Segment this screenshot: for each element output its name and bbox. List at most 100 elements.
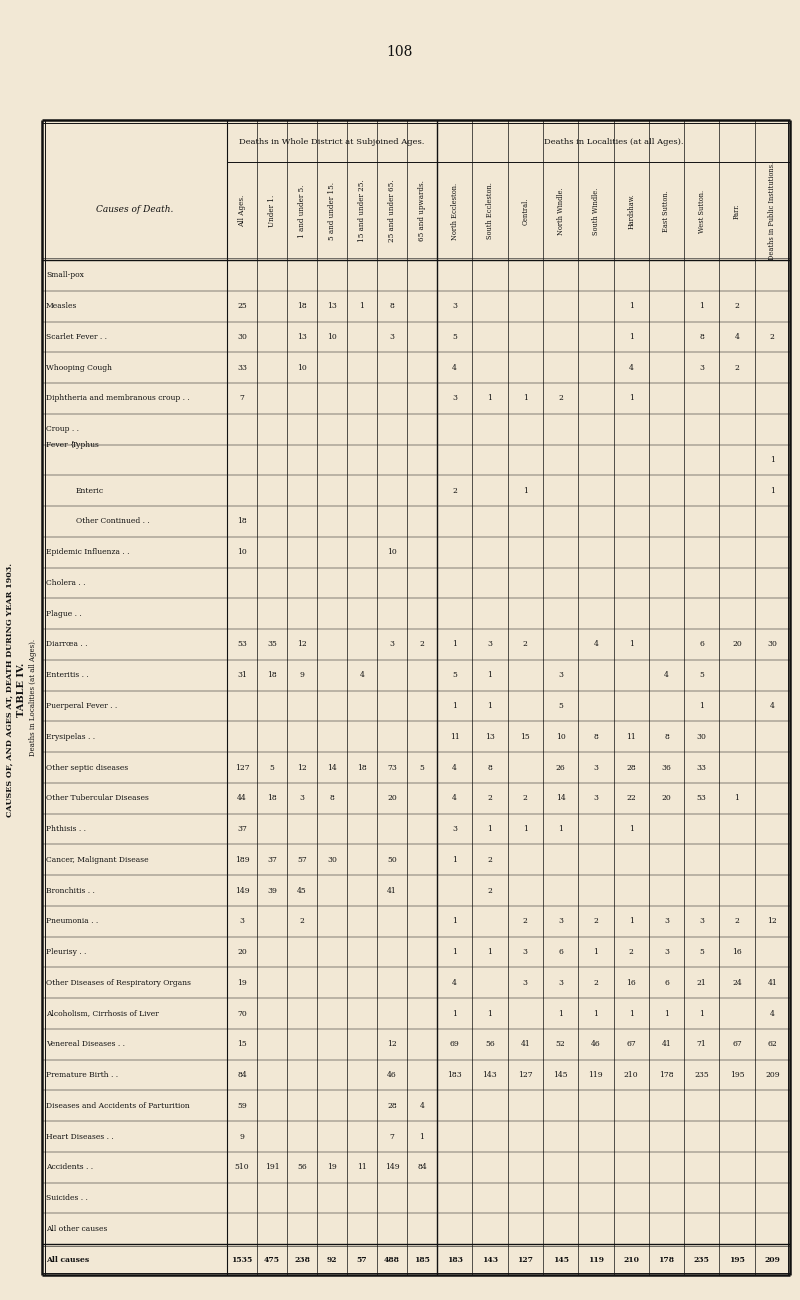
Text: 1: 1 <box>629 918 634 926</box>
Text: 4: 4 <box>594 641 598 649</box>
Text: 1: 1 <box>629 826 634 833</box>
Text: Plague . .: Plague . . <box>46 610 82 617</box>
Text: 1: 1 <box>770 456 774 464</box>
Text: Cancer, Malignant Disease: Cancer, Malignant Disease <box>46 855 149 863</box>
Text: Central.: Central. <box>522 198 530 225</box>
Text: 1: 1 <box>359 302 365 311</box>
Text: 59: 59 <box>237 1102 247 1110</box>
Text: 1: 1 <box>699 1010 704 1018</box>
Text: 21: 21 <box>697 979 706 987</box>
Text: 12: 12 <box>297 641 307 649</box>
Text: 4: 4 <box>734 333 739 341</box>
Text: 2: 2 <box>452 486 457 495</box>
Text: 145: 145 <box>554 1071 568 1079</box>
Text: Other Diseases of Respiratory Organs: Other Diseases of Respiratory Organs <box>46 979 191 987</box>
Text: 10: 10 <box>387 549 397 556</box>
Text: 195: 195 <box>730 1071 744 1079</box>
Text: 4: 4 <box>452 763 457 771</box>
Text: 149: 149 <box>385 1164 399 1171</box>
Text: 189: 189 <box>234 855 250 863</box>
Text: Whooping Cough: Whooping Cough <box>46 364 112 372</box>
Text: Hardshaw.: Hardshaw. <box>627 194 635 229</box>
Text: 2: 2 <box>523 918 528 926</box>
Text: 127: 127 <box>518 1071 533 1079</box>
Text: 2: 2 <box>734 918 739 926</box>
Text: 26: 26 <box>556 763 566 771</box>
Text: Other septic diseases: Other septic diseases <box>46 763 128 771</box>
Text: 1: 1 <box>699 302 704 311</box>
Text: 108: 108 <box>387 46 413 58</box>
Text: 10: 10 <box>237 549 247 556</box>
Text: 4: 4 <box>452 364 457 372</box>
Text: 3: 3 <box>522 948 528 955</box>
Text: 3: 3 <box>239 918 245 926</box>
Text: 67: 67 <box>626 1040 636 1048</box>
Text: 69: 69 <box>450 1040 459 1048</box>
Text: 4: 4 <box>770 702 774 710</box>
Text: 185: 185 <box>414 1256 430 1264</box>
Text: 33: 33 <box>697 763 706 771</box>
Text: 209: 209 <box>765 1256 780 1264</box>
Text: 15 and under 25.: 15 and under 25. <box>358 179 366 242</box>
Text: 5: 5 <box>452 671 457 679</box>
Text: 3: 3 <box>299 794 305 802</box>
Text: 13: 13 <box>485 733 495 741</box>
Text: 488: 488 <box>384 1256 400 1264</box>
Text: 3: 3 <box>664 948 669 955</box>
Text: 1: 1 <box>594 948 598 955</box>
Text: 1: 1 <box>523 486 528 495</box>
Text: 15: 15 <box>520 733 530 741</box>
Text: 238: 238 <box>294 1256 310 1264</box>
Text: 143: 143 <box>482 1071 498 1079</box>
Text: 45: 45 <box>297 887 307 894</box>
Text: 1: 1 <box>523 394 528 403</box>
Text: 1: 1 <box>487 1010 492 1018</box>
Text: 7: 7 <box>239 394 245 403</box>
Text: 3: 3 <box>452 394 457 403</box>
Text: Venereal Diseases . .: Venereal Diseases . . <box>46 1040 125 1048</box>
Text: Under 1.: Under 1. <box>268 195 276 228</box>
Text: 1: 1 <box>523 826 528 833</box>
Text: 4: 4 <box>770 1010 774 1018</box>
Text: 183: 183 <box>446 1256 462 1264</box>
Text: 2: 2 <box>594 918 598 926</box>
Text: 5: 5 <box>699 671 704 679</box>
Text: 35: 35 <box>267 641 277 649</box>
Text: 1: 1 <box>452 948 457 955</box>
Text: Croup . .: Croup . . <box>46 425 79 433</box>
Text: 67: 67 <box>732 1040 742 1048</box>
Text: 44: 44 <box>237 794 247 802</box>
Text: 15: 15 <box>237 1040 247 1048</box>
Text: 71: 71 <box>697 1040 706 1048</box>
Text: 1: 1 <box>770 486 774 495</box>
Text: 19: 19 <box>237 979 247 987</box>
Text: Accidents . .: Accidents . . <box>46 1164 93 1171</box>
Text: 6: 6 <box>664 979 669 987</box>
Text: 235: 235 <box>694 1256 710 1264</box>
Text: 11: 11 <box>626 733 636 741</box>
Text: 1: 1 <box>452 702 457 710</box>
Text: 9: 9 <box>299 671 305 679</box>
Text: 1: 1 <box>452 641 457 649</box>
Text: 210: 210 <box>624 1071 638 1079</box>
Text: 12: 12 <box>297 763 307 771</box>
Text: 2: 2 <box>487 855 492 863</box>
Text: Deaths in Localities (at all Ages).: Deaths in Localities (at all Ages). <box>29 638 37 757</box>
Text: Scarlet Fever . .: Scarlet Fever . . <box>46 333 107 341</box>
Text: 1: 1 <box>629 302 634 311</box>
Text: Parr.: Parr. <box>733 203 741 218</box>
Text: 3: 3 <box>699 918 704 926</box>
Text: 1 and under 5.: 1 and under 5. <box>298 185 306 238</box>
Text: 3: 3 <box>522 979 528 987</box>
Text: Measles: Measles <box>46 302 78 311</box>
Text: 20: 20 <box>732 641 742 649</box>
Text: 12: 12 <box>767 918 778 926</box>
Text: 41: 41 <box>662 1040 671 1048</box>
Text: 56: 56 <box>297 1164 307 1171</box>
Text: Pleurisy . .: Pleurisy . . <box>46 948 86 955</box>
Text: 20: 20 <box>387 794 397 802</box>
Text: 4: 4 <box>452 794 457 802</box>
Text: 209: 209 <box>765 1071 780 1079</box>
Text: Pneumonia . .: Pneumonia . . <box>46 918 98 926</box>
Text: 3: 3 <box>390 641 394 649</box>
